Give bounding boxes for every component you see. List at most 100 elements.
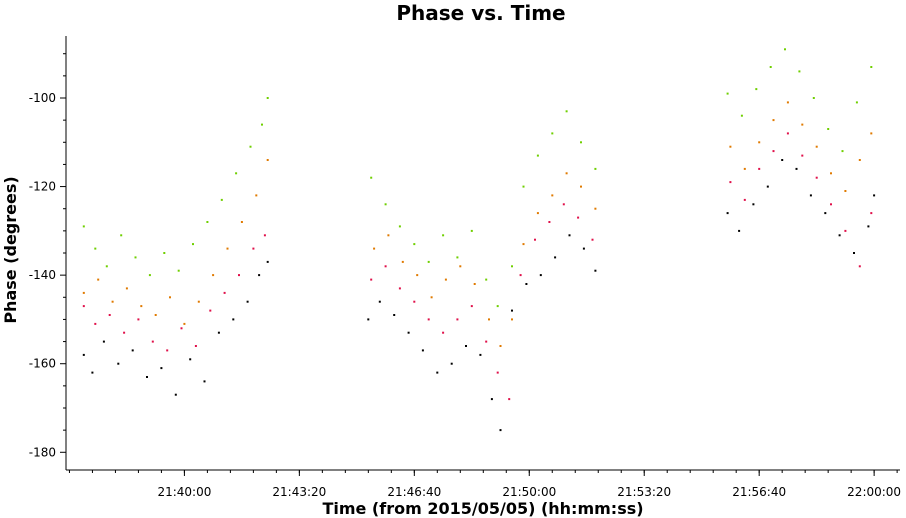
data-point-series-3 xyxy=(769,66,772,68)
data-point-series-0 xyxy=(824,212,827,215)
data-point-series-0 xyxy=(582,247,585,250)
data-point-series-1 xyxy=(548,221,551,223)
data-point-series-1 xyxy=(496,371,499,374)
data-point-series-2 xyxy=(197,300,200,303)
data-point-series-0 xyxy=(594,269,597,272)
data-point-series-1 xyxy=(519,274,522,277)
data-point-series-0 xyxy=(174,393,177,396)
data-point-series-3 xyxy=(784,48,786,51)
data-point-series-3 xyxy=(163,252,166,254)
data-point-series-2 xyxy=(511,318,513,321)
data-point-series-0 xyxy=(450,362,453,365)
data-point-series-1 xyxy=(263,234,266,237)
data-point-series-1 xyxy=(830,203,832,206)
data-point-series-3 xyxy=(470,229,473,232)
data-point-series-0 xyxy=(490,398,493,401)
data-point-series-3 xyxy=(413,243,416,246)
data-point-series-2 xyxy=(786,101,789,104)
x-tick-label: 21:50:00 xyxy=(502,485,556,499)
data-point-series-0 xyxy=(146,376,148,378)
data-point-series-1 xyxy=(591,238,594,241)
data-point-series-3 xyxy=(855,101,858,104)
data-point-series-3 xyxy=(870,66,873,68)
data-point-series-1 xyxy=(384,265,387,268)
data-points xyxy=(82,48,876,432)
data-point-series-3 xyxy=(105,265,108,268)
data-point-series-1 xyxy=(108,314,111,316)
data-point-series-3 xyxy=(384,203,387,206)
y-tick-label: -120 xyxy=(29,180,56,194)
data-point-series-3 xyxy=(134,256,137,259)
data-point-series-2 xyxy=(169,296,171,299)
data-point-series-3 xyxy=(220,198,223,201)
data-point-series-2 xyxy=(844,190,847,192)
data-point-series-3 xyxy=(565,110,568,113)
data-point-series-2 xyxy=(430,296,433,299)
data-point-series-2 xyxy=(416,274,419,277)
x-tick-label: 21:53:20 xyxy=(617,485,671,499)
chart-title: Phase vs. Time xyxy=(396,1,565,25)
data-point-series-2 xyxy=(499,345,502,347)
x-tick-label: 21:40:00 xyxy=(157,485,211,499)
data-point-series-3 xyxy=(177,269,180,272)
x-tick-label: 21:43:20 xyxy=(272,485,326,499)
data-point-series-1 xyxy=(180,327,183,330)
data-point-series-0 xyxy=(465,345,467,347)
data-point-series-3 xyxy=(442,234,445,237)
data-point-series-3 xyxy=(266,97,269,99)
data-point-series-2 xyxy=(140,305,143,308)
data-point-series-3 xyxy=(235,172,238,175)
data-point-series-3 xyxy=(206,221,209,223)
data-point-series-1 xyxy=(252,247,255,250)
data-point-series-3 xyxy=(427,260,430,263)
data-point-series-0 xyxy=(752,203,755,206)
data-point-series-2 xyxy=(97,278,100,281)
data-point-series-0 xyxy=(82,353,85,356)
data-point-series-1 xyxy=(577,216,580,219)
data-point-series-1 xyxy=(166,349,169,352)
data-point-series-2 xyxy=(111,300,114,303)
data-point-series-3 xyxy=(456,256,459,259)
data-point-series-3 xyxy=(249,145,252,148)
data-point-series-2 xyxy=(580,185,582,188)
data-point-series-1 xyxy=(562,203,565,206)
data-point-series-2 xyxy=(551,194,554,197)
data-point-series-2 xyxy=(387,234,390,237)
data-point-series-0 xyxy=(525,283,528,285)
data-point-series-3 xyxy=(594,167,597,170)
data-point-series-2 xyxy=(743,167,746,170)
data-point-series-3 xyxy=(841,150,844,153)
data-point-series-2 xyxy=(373,247,376,250)
data-point-series-1 xyxy=(815,176,818,179)
data-point-series-3 xyxy=(370,176,373,179)
data-point-series-0 xyxy=(266,260,269,263)
data-point-series-0 xyxy=(853,252,855,254)
data-point-series-0 xyxy=(131,349,134,352)
data-point-series-2 xyxy=(565,172,568,175)
data-point-series-3 xyxy=(755,88,758,91)
data-point-series-2 xyxy=(125,287,128,290)
data-point-series-0 xyxy=(738,229,741,232)
data-point-series-3 xyxy=(522,185,525,188)
data-point-series-2 xyxy=(240,221,243,223)
data-point-series-1 xyxy=(238,274,240,277)
y-ticks: -100 -120 -140 -160 -180 xyxy=(29,53,66,459)
axes xyxy=(65,36,900,471)
data-point-series-1 xyxy=(137,318,140,321)
data-point-series-3 xyxy=(812,97,815,99)
data-point-series-1 xyxy=(194,345,197,347)
data-point-series-2 xyxy=(522,243,525,246)
data-point-series-1 xyxy=(844,229,847,232)
data-point-series-2 xyxy=(815,145,818,148)
data-point-series-3 xyxy=(798,70,801,73)
data-point-series-0 xyxy=(873,194,876,197)
data-point-series-3 xyxy=(485,278,488,281)
data-point-series-1 xyxy=(151,340,154,343)
data-point-series-0 xyxy=(436,371,439,374)
data-point-series-3 xyxy=(511,265,513,268)
data-point-series-2 xyxy=(536,212,539,215)
data-point-series-0 xyxy=(781,159,784,161)
data-point-series-0 xyxy=(499,429,502,432)
data-point-series-2 xyxy=(801,123,804,126)
